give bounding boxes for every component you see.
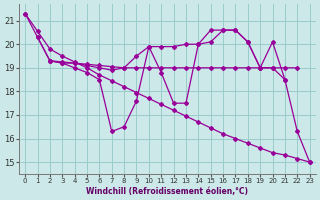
X-axis label: Windchill (Refroidissement éolien,°C): Windchill (Refroidissement éolien,°C) xyxy=(86,187,248,196)
